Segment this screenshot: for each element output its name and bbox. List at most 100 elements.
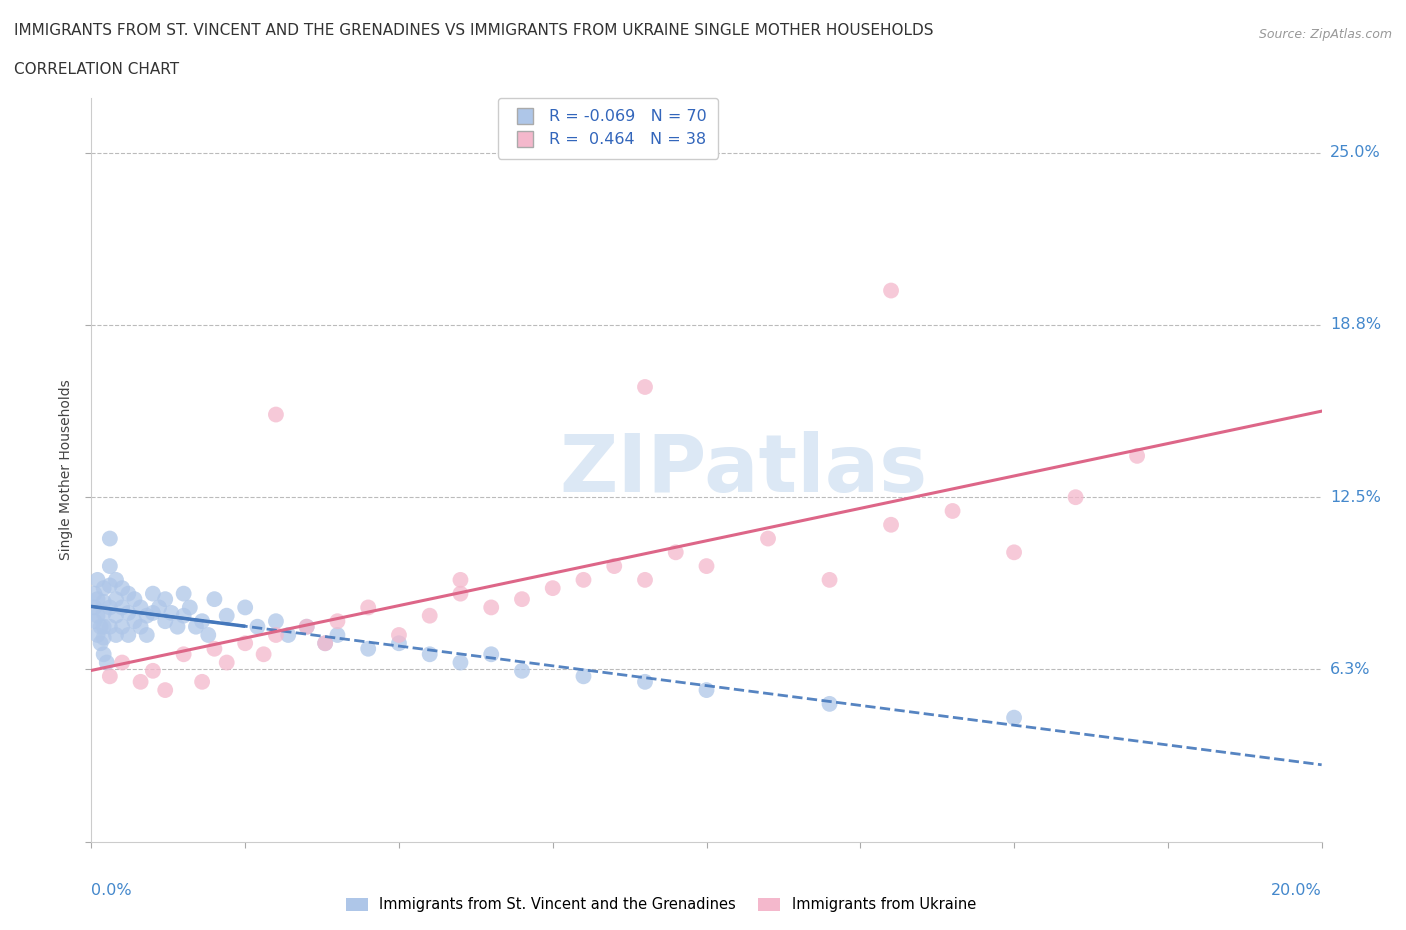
Point bbox=[83, 586, 105, 601]
Y-axis label: Single Mother Households: Single Mother Households bbox=[59, 379, 73, 560]
Point bbox=[111, 619, 134, 634]
Point bbox=[160, 605, 183, 620]
Point bbox=[93, 631, 115, 645]
Point bbox=[86, 591, 108, 606]
Text: 20.0%: 20.0% bbox=[1271, 883, 1322, 897]
Point bbox=[295, 619, 318, 634]
Point bbox=[295, 619, 318, 634]
Point bbox=[253, 647, 276, 662]
Point bbox=[86, 573, 108, 588]
Point bbox=[93, 647, 115, 662]
Point bbox=[86, 628, 108, 643]
Point bbox=[191, 614, 214, 629]
Point bbox=[634, 379, 657, 394]
Point bbox=[105, 608, 127, 623]
Point bbox=[117, 628, 139, 643]
Text: 6.3%: 6.3% bbox=[1330, 662, 1371, 677]
Point bbox=[105, 591, 127, 606]
Point bbox=[449, 573, 471, 588]
Point bbox=[277, 628, 299, 643]
Point bbox=[541, 580, 564, 595]
Point bbox=[665, 545, 688, 560]
Point bbox=[96, 655, 118, 670]
Point bbox=[117, 605, 139, 620]
Point bbox=[191, 674, 214, 689]
Text: 12.5%: 12.5% bbox=[1330, 490, 1381, 505]
Point bbox=[449, 655, 471, 670]
Point bbox=[129, 619, 152, 634]
Point bbox=[818, 697, 841, 711]
Point bbox=[98, 619, 121, 634]
Point bbox=[98, 669, 121, 684]
Point bbox=[202, 591, 225, 606]
Point bbox=[90, 619, 112, 634]
Point bbox=[173, 608, 195, 623]
Point bbox=[696, 559, 718, 574]
Point bbox=[388, 628, 411, 643]
Text: IMMIGRANTS FROM ST. VINCENT AND THE GRENADINES VS IMMIGRANTS FROM UKRAINE SINGLE: IMMIGRANTS FROM ST. VINCENT AND THE GREN… bbox=[14, 23, 934, 38]
Legend: R = -0.069   N = 70, R =  0.464   N = 38: R = -0.069 N = 70, R = 0.464 N = 38 bbox=[498, 99, 718, 158]
Point bbox=[90, 636, 112, 651]
Point bbox=[93, 619, 115, 634]
Point bbox=[117, 586, 139, 601]
Point bbox=[1002, 545, 1025, 560]
Point bbox=[135, 628, 157, 643]
Point bbox=[419, 647, 441, 662]
Point bbox=[129, 674, 152, 689]
Point bbox=[173, 586, 195, 601]
Point bbox=[880, 517, 903, 532]
Point bbox=[603, 559, 626, 574]
Point bbox=[756, 531, 779, 546]
Point bbox=[83, 600, 105, 615]
Point bbox=[153, 683, 177, 698]
Point bbox=[166, 619, 188, 634]
Point bbox=[479, 600, 502, 615]
Point bbox=[215, 655, 238, 670]
Point bbox=[148, 600, 170, 615]
Point bbox=[105, 628, 127, 643]
Point bbox=[129, 600, 152, 615]
Point bbox=[173, 647, 195, 662]
Point bbox=[572, 669, 595, 684]
Point bbox=[880, 283, 903, 298]
Point bbox=[124, 591, 146, 606]
Point bbox=[98, 531, 121, 546]
Point bbox=[1002, 711, 1025, 725]
Point bbox=[572, 573, 595, 588]
Point bbox=[233, 600, 256, 615]
Point bbox=[86, 608, 108, 623]
Point bbox=[98, 578, 121, 592]
Point bbox=[264, 407, 287, 422]
Point bbox=[388, 636, 411, 651]
Point bbox=[818, 573, 841, 588]
Point bbox=[510, 663, 533, 678]
Point bbox=[83, 614, 105, 629]
Point bbox=[153, 591, 177, 606]
Point bbox=[357, 600, 380, 615]
Point bbox=[233, 636, 256, 651]
Point bbox=[124, 614, 146, 629]
Point bbox=[357, 642, 380, 657]
Point bbox=[215, 608, 238, 623]
Point bbox=[246, 619, 269, 634]
Point bbox=[142, 605, 165, 620]
Point bbox=[510, 591, 533, 606]
Point bbox=[98, 559, 121, 574]
Point bbox=[419, 608, 441, 623]
Point bbox=[153, 614, 177, 629]
Point bbox=[1126, 448, 1149, 463]
Point bbox=[634, 573, 657, 588]
Legend: Immigrants from St. Vincent and the Grenadines, Immigrants from Ukraine: Immigrants from St. Vincent and the Gren… bbox=[340, 891, 981, 918]
Point bbox=[93, 594, 115, 609]
Point bbox=[179, 600, 201, 615]
Text: CORRELATION CHART: CORRELATION CHART bbox=[14, 62, 179, 77]
Point bbox=[111, 580, 134, 595]
Point bbox=[264, 614, 287, 629]
Text: 25.0%: 25.0% bbox=[1330, 145, 1381, 160]
Point bbox=[1064, 490, 1087, 505]
Point bbox=[105, 573, 127, 588]
Point bbox=[314, 636, 336, 651]
Point bbox=[314, 636, 336, 651]
Point bbox=[135, 608, 157, 623]
Point bbox=[326, 628, 349, 643]
